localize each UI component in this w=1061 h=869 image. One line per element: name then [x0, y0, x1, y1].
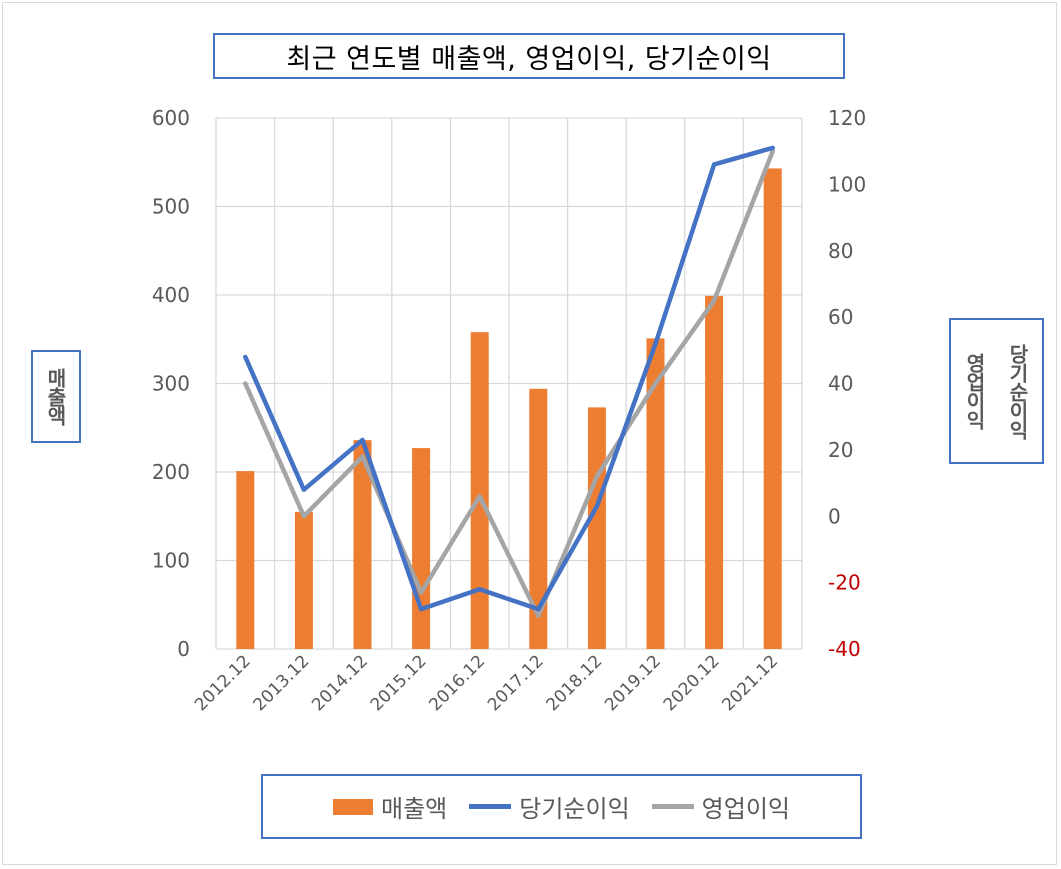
- y-axis-label-box: 매출액: [31, 350, 81, 443]
- y-tick-label: 100: [152, 549, 190, 573]
- x-tick-label: 2016.12: [425, 651, 489, 715]
- y2-tick-label: 120: [828, 106, 866, 130]
- y-tick-label: 500: [152, 195, 190, 219]
- bar-revenue: [529, 388, 548, 649]
- y-tick-label: 300: [152, 372, 190, 396]
- x-tick-label: 2020.12: [660, 651, 724, 715]
- y-tick-label: 0: [177, 637, 190, 661]
- x-tick-label: 2018.12: [543, 651, 607, 715]
- legend-swatch-net-income: [469, 804, 512, 809]
- secondary-axis-label-net-income: 당기순이익: [1005, 343, 1030, 439]
- bar-revenue: [470, 332, 489, 649]
- bar-revenue: [646, 338, 665, 649]
- x-tick-label: 2015.12: [367, 651, 431, 715]
- x-tick-label: 2014.12: [308, 651, 372, 715]
- y2-tick-label: 20: [828, 438, 853, 462]
- line-operating-income: [243, 148, 775, 619]
- bar-revenue: [587, 407, 606, 649]
- legend-label-net-income: 당기순이익: [519, 795, 630, 823]
- chart-title: 최근 연도별 매출액, 영업이익, 당기순이익: [286, 43, 772, 75]
- x-tick-label: 2017.12: [484, 651, 548, 715]
- y2-tick-label: 40: [828, 372, 853, 396]
- y-axis-label: 매출액: [43, 368, 68, 425]
- bar-revenue: [705, 295, 724, 649]
- legend: 매출액 당기순이익 영업이익: [261, 774, 862, 839]
- secondary-axis-label-operating-income: 영업이익: [962, 353, 987, 429]
- legend-item-operating-income: 영업이익: [651, 789, 790, 824]
- y2-tick-label: 0: [828, 504, 841, 528]
- legend-swatch-operating-income: [651, 804, 694, 809]
- y2-tick-label: -40: [828, 637, 861, 661]
- x-tick-label: 2019.12: [601, 651, 665, 715]
- y2-tick-label: -20: [828, 571, 861, 595]
- y2-tick-label: 100: [828, 172, 866, 196]
- x-tick-label: 2021.12: [718, 651, 782, 715]
- bar-revenue: [353, 440, 372, 649]
- bar-revenue: [763, 168, 782, 649]
- y-tick-label: 200: [152, 460, 190, 484]
- legend-item-revenue: 매출액: [333, 789, 447, 824]
- legend-label-operating-income: 영업이익: [701, 795, 790, 823]
- y-tick-label: 600: [152, 106, 190, 130]
- y2-tick-label: 80: [828, 239, 853, 263]
- x-tick-label: 2012.12: [191, 651, 255, 715]
- chart-title-box: 최근 연도별 매출액, 영업이익, 당기순이익: [213, 33, 845, 79]
- secondary-axis-label-box: 당기순이익 영업이익: [949, 318, 1044, 464]
- bar-revenue: [236, 471, 255, 649]
- line-net-income: [243, 145, 775, 612]
- legend-swatch-revenue: [333, 798, 373, 815]
- bar-revenue: [294, 511, 313, 649]
- legend-label-revenue: 매출액: [381, 795, 448, 823]
- legend-item-net-income: 당기순이익: [469, 789, 630, 824]
- bar-revenue: [412, 448, 431, 649]
- y-tick-label: 400: [152, 283, 190, 307]
- y2-tick-label: 60: [828, 305, 853, 329]
- x-tick-label: 2013.12: [250, 651, 314, 715]
